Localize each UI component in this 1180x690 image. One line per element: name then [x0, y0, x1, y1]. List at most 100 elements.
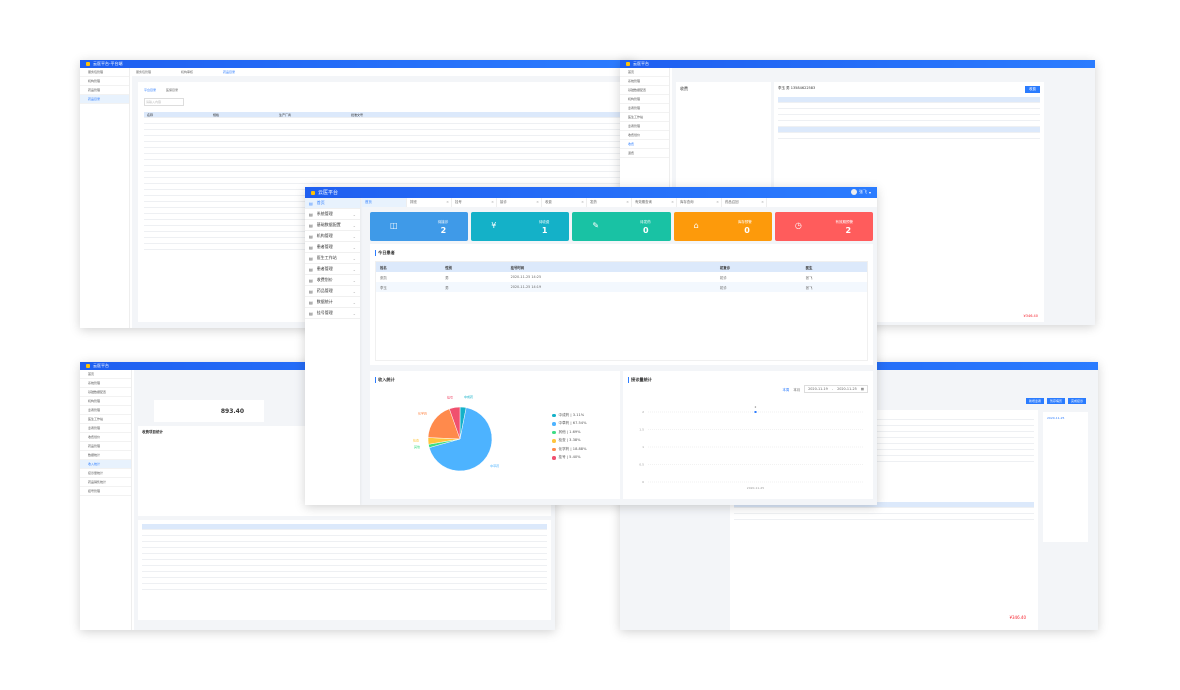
search-input[interactable]: 请输入内容 [144, 98, 184, 106]
sidebar-item[interactable]: ▤ 药品管理 ⌄ [305, 286, 360, 297]
pie-slice[interactable] [428, 407, 493, 472]
table-cell: 初诊 [719, 275, 727, 280]
this-week-button[interactable]: 本周 [782, 387, 790, 392]
table-cell: 2020-11-25 14:25 [510, 275, 542, 279]
pay-button[interactable]: 收费 [1025, 86, 1040, 93]
table-row[interactable]: 李玉男 2020-11-25 14:19 初诊 张飞 [376, 282, 867, 292]
pie-label: 中草药 [490, 463, 499, 468]
legend-item[interactable]: 中成药 | 3.11% [552, 411, 586, 420]
sidebar-item[interactable]: ▤ 首页 [305, 198, 360, 209]
sidebar-item[interactable]: 服务包管理 [80, 68, 129, 77]
close-icon[interactable]: × [536, 200, 539, 204]
stat-card[interactable]: ◫ 待接诊 2 [370, 212, 469, 241]
tab[interactable]: 收费 × [542, 198, 587, 207]
subtab[interactable]: 平台目录 [144, 88, 157, 92]
tab[interactable]: 药品召回 × [722, 198, 767, 207]
history-item[interactable]: 2020-11-25 [1043, 412, 1088, 542]
sidebar-item[interactable]: 系统管理 [80, 379, 131, 388]
sidebar-item-label: 挂号管理 [316, 310, 333, 315]
sidebar-item[interactable]: 药品目录 [80, 95, 129, 104]
sidebar-item[interactable]: ▤ 基础数据配置 ⌄ [305, 220, 360, 231]
tab[interactable]: 服务包管理 [136, 70, 152, 74]
tab[interactable]: 排班 × [407, 198, 452, 207]
close-icon[interactable]: × [626, 200, 629, 204]
sidebar-item[interactable]: 患者管理 [620, 122, 669, 131]
sidebar-item[interactable]: ▤ 挂号管理 ⌄ [305, 308, 360, 319]
close-icon[interactable]: × [581, 200, 584, 204]
close-icon[interactable]: × [671, 200, 674, 204]
sidebar-item[interactable]: 医生工作站 [620, 113, 669, 122]
y-tick-label: 0.5 [639, 463, 644, 467]
sidebar-item[interactable]: ▤ 患者管理 ⌄ [305, 264, 360, 275]
save-record-button[interactable]: 暂存病历 [1046, 398, 1065, 404]
sidebar-item[interactable]: 机构管理 [620, 95, 669, 104]
sidebar-item[interactable]: 首页 [620, 68, 669, 77]
tab[interactable]: 首页 [362, 198, 407, 207]
legend-item[interactable]: 其他 | 1.69% [552, 428, 586, 437]
stat-card[interactable]: ✎ 待发药 0 [572, 212, 671, 241]
sidebar-item[interactable]: 挂号管理 [80, 487, 131, 496]
sidebar-item[interactable]: 接诊量统计 [80, 469, 131, 478]
sidebar-item[interactable]: 数据统计 [80, 451, 131, 460]
sidebar-item[interactable]: 系统管理 [620, 77, 669, 86]
tab[interactable]: 有效期查询 × [632, 198, 677, 207]
sidebar-item[interactable]: ▤ 医生工作站 ⌄ [305, 253, 360, 264]
table-row[interactable]: 张凯 男 2020-11-25 14:25 初诊 张飞 [376, 272, 867, 282]
tab[interactable]: 发药 × [587, 198, 632, 207]
legend-item[interactable]: 检查 | 3.38% [552, 437, 586, 446]
sidebar-item[interactable]: 收费 [620, 140, 669, 149]
sidebar-item[interactable]: 患者管理 [80, 424, 131, 433]
menu-icon: ▤ [309, 211, 313, 217]
sidebar-item[interactable]: 药品管理 [80, 442, 131, 451]
close-icon[interactable]: × [491, 200, 494, 204]
column-header: 初复诊 [715, 262, 802, 272]
legend-item[interactable]: 中草药 | 67.54% [552, 420, 586, 429]
sidebar-item-label: 首页 [316, 200, 325, 205]
sidebar-item[interactable]: 收入统计 [80, 460, 131, 469]
sidebar-item[interactable]: ▤ 患者管理 ⌄ [305, 242, 360, 253]
date-range-picker[interactable]: 2020-11-19-2020-11-25 ▦ [804, 385, 868, 393]
sidebar-item[interactable]: 药品销售统计 [80, 478, 131, 487]
sidebar-item[interactable]: 收费划价 [620, 131, 669, 140]
legend-item[interactable]: 化学药 | 18.88% [552, 445, 586, 454]
card-value: 2 [440, 226, 447, 235]
tab[interactable]: 接诊 × [497, 198, 542, 207]
user-menu[interactable]: 张飞 ▾ [850, 189, 871, 195]
add-patient-button[interactable]: 新增患者 [1025, 398, 1044, 404]
pie-slice[interactable] [449, 406, 461, 440]
sidebar-item[interactable]: 药品管理 [80, 86, 129, 95]
sidebar-item[interactable]: 患者管理 [620, 104, 669, 113]
total-amount: ¥346.40 [1009, 615, 1026, 620]
tab[interactable]: 库存查询 × [677, 198, 722, 207]
sidebar-item[interactable]: 基础数据配置 [80, 388, 131, 397]
sidebar-item[interactable]: 机构管理 [80, 397, 131, 406]
close-icon[interactable]: × [716, 200, 719, 204]
sidebar-item[interactable]: 医生工作站 [80, 415, 131, 424]
sidebar-item[interactable]: ▤ 系统管理 ⌄ [305, 209, 360, 220]
data-point[interactable] [754, 411, 757, 413]
sidebar-item[interactable]: 首页 [80, 370, 131, 379]
close-icon[interactable]: × [446, 200, 449, 204]
legend-item[interactable]: 挂号 | 5.40% [552, 454, 586, 463]
sidebar-item[interactable]: 基础数据配置 [620, 86, 669, 95]
stat-card[interactable]: ◷ 有效期预警 2 [774, 212, 874, 241]
legend-dot-icon [552, 430, 556, 434]
sidebar-item[interactable]: ▤ 机构管理 ⌄ [305, 231, 360, 242]
sidebar-item[interactable]: 收费划价 [80, 433, 131, 442]
stat-card[interactable]: ⌂ 库存预警 0 [673, 212, 772, 241]
sidebar-item[interactable]: 退费 [620, 149, 669, 158]
tab[interactable]: 机构审核 [181, 70, 194, 74]
subtab[interactable]: 医保目录 [166, 88, 179, 92]
sidebar-item[interactable]: ▤ 数据统计 ⌄ [305, 297, 360, 308]
window-title: 云医平台-平台端 [93, 61, 123, 66]
sidebar-item[interactable]: 机构管理 [80, 77, 129, 86]
this-month-button[interactable]: 本月 [793, 387, 801, 392]
tab[interactable]: 药品目录 [223, 70, 236, 74]
close-icon[interactable]: × [761, 200, 764, 204]
tab[interactable]: 挂号 × [452, 198, 497, 207]
sidebar-item[interactable]: ▤ 收费划价 ⌄ [305, 275, 360, 286]
sidebar-item[interactable]: 患者管理 [80, 406, 131, 415]
finish-button[interactable]: 完成接诊 [1067, 398, 1086, 404]
stat-card[interactable]: ¥ 待收费 1 [471, 212, 570, 241]
legend-label: 其他 | 1.69% [558, 429, 581, 434]
